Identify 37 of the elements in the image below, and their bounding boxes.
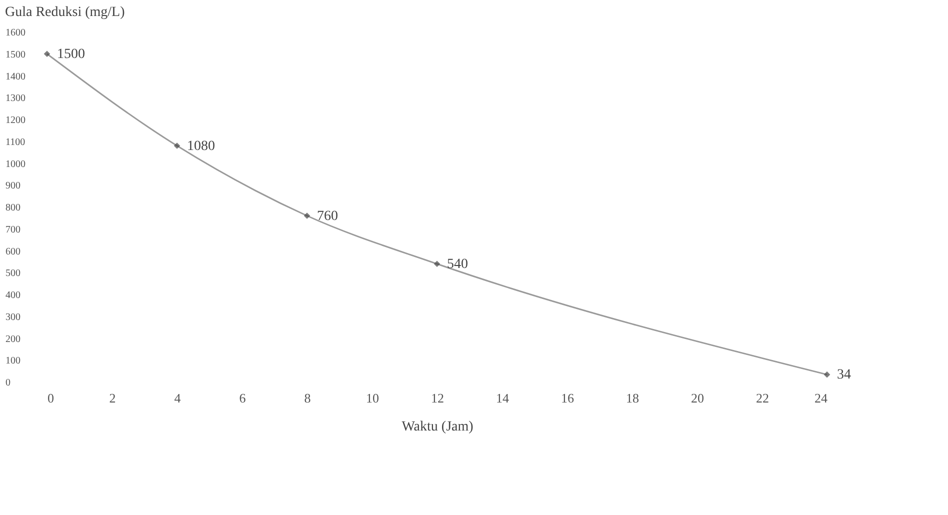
x-tick-label: 18 xyxy=(626,390,639,406)
y-tick-label: 1000 xyxy=(6,158,26,170)
y-tick-label: 100 xyxy=(6,356,20,367)
x-tick-label: 4 xyxy=(174,390,182,406)
y-tick-label: 300 xyxy=(6,312,20,323)
y-tick-label: 0 xyxy=(6,378,10,388)
x-tick-label: 0 xyxy=(48,390,54,406)
y-tick-label: 1500 xyxy=(6,49,26,60)
y-tick-label: 1300 xyxy=(6,93,26,104)
y-tick-label: 1400 xyxy=(6,71,26,82)
x-tick-label: 12 xyxy=(431,390,444,406)
y-tick-label: 500 xyxy=(6,268,20,280)
y-tick-label: 800 xyxy=(6,202,20,214)
x-axis-title: Waktu (Jam) xyxy=(402,420,474,434)
x-tick-label: 20 xyxy=(691,390,704,406)
x-tick-label: 10 xyxy=(366,390,379,406)
y-tick-label: 700 xyxy=(6,224,20,236)
x-tick-label: 24 xyxy=(814,390,828,406)
y-axis-title: Gula Reduksi (mg/L) xyxy=(5,5,126,20)
x-tick-label: 2 xyxy=(109,390,116,406)
data-label: 34 xyxy=(837,368,851,383)
data-label: 760 xyxy=(317,208,338,224)
y-tick-label: 1100 xyxy=(6,136,26,148)
data-label: 1080 xyxy=(187,138,215,154)
y-tick-label: 600 xyxy=(6,246,20,258)
x-tick-label: 8 xyxy=(304,390,311,406)
y-tick-label: 200 xyxy=(6,334,20,345)
data-label: 1500 xyxy=(57,46,85,62)
x-tick-label: 6 xyxy=(239,390,246,406)
data-label: 540 xyxy=(447,256,468,272)
y-tick-label: 400 xyxy=(6,290,20,301)
x-tick-label: 22 xyxy=(756,390,769,406)
x-tick-label: 14 xyxy=(496,390,510,406)
y-tick-label: 900 xyxy=(6,180,20,192)
y-tick-label: 1600 xyxy=(6,28,26,38)
x-tick-label: 16 xyxy=(561,390,574,406)
y-tick-label: 1200 xyxy=(6,115,26,126)
